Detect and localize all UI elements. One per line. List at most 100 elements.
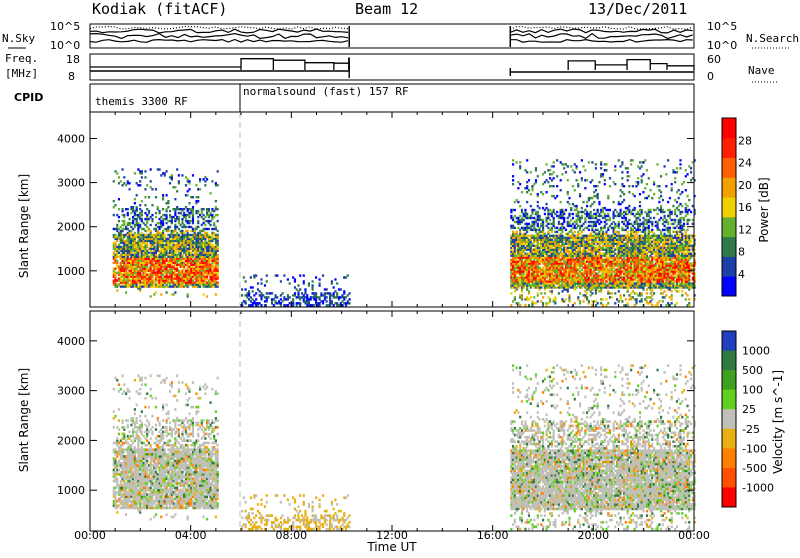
power-cell bbox=[340, 288, 342, 290]
power-cell bbox=[176, 168, 178, 170]
power-cell bbox=[303, 274, 305, 276]
power-cell bbox=[155, 291, 157, 293]
power-cell bbox=[187, 194, 189, 196]
power-cell bbox=[157, 206, 159, 208]
search-tick-bottom: 10^0 bbox=[707, 39, 737, 52]
power-cell bbox=[618, 231, 620, 233]
nave-tick-top: 60 bbox=[707, 53, 721, 66]
power-cell bbox=[144, 196, 146, 198]
power-cell bbox=[642, 173, 644, 175]
power-cell bbox=[553, 165, 555, 167]
power-cell bbox=[336, 282, 338, 284]
power-cell bbox=[591, 292, 593, 294]
power-cell bbox=[621, 300, 623, 302]
power-cell bbox=[213, 222, 215, 224]
power-cell bbox=[166, 214, 168, 216]
cpid-mode-1: themis 3300 RF bbox=[95, 95, 188, 108]
freq-unit-label: [MHz] bbox=[5, 67, 38, 80]
power-cell bbox=[510, 292, 512, 294]
power-cell bbox=[628, 205, 630, 207]
power-cell bbox=[526, 201, 528, 203]
power-cell bbox=[588, 229, 590, 231]
power-cell bbox=[299, 274, 301, 276]
power-cell bbox=[326, 296, 328, 298]
power-cell bbox=[297, 284, 299, 286]
power-cell bbox=[141, 210, 143, 212]
power-cell bbox=[628, 185, 630, 187]
power-cell bbox=[519, 165, 521, 167]
power-cell bbox=[141, 170, 143, 172]
power-cell bbox=[597, 193, 599, 195]
power-cell bbox=[565, 171, 567, 173]
power-cell bbox=[308, 282, 310, 284]
power-cell bbox=[611, 296, 613, 298]
power-cell bbox=[123, 176, 125, 178]
power-cell bbox=[641, 298, 643, 300]
power-cell bbox=[641, 209, 643, 211]
power-cell bbox=[598, 201, 600, 203]
power-cell bbox=[551, 290, 553, 292]
power-cell bbox=[267, 296, 269, 298]
power-cell bbox=[526, 159, 528, 161]
power-cell bbox=[641, 179, 643, 181]
date-title: 13/Dec/2011 bbox=[588, 0, 687, 18]
power-cell bbox=[583, 165, 585, 167]
power-cell bbox=[217, 234, 219, 236]
power-cell bbox=[150, 230, 152, 232]
power-cell bbox=[166, 291, 168, 293]
power-cell bbox=[553, 185, 555, 187]
power-cell bbox=[623, 199, 625, 201]
power-cell bbox=[609, 209, 611, 211]
nsky-label: N.Sky bbox=[2, 32, 35, 45]
power-cell bbox=[576, 165, 578, 167]
power-cell bbox=[292, 298, 294, 300]
power-cell bbox=[530, 296, 532, 298]
power-cell bbox=[549, 219, 551, 221]
power-cell bbox=[553, 217, 555, 219]
power-cell bbox=[217, 230, 219, 232]
power-cell bbox=[554, 296, 556, 298]
power-cell bbox=[572, 217, 574, 219]
power-cell bbox=[116, 289, 118, 291]
power-cell bbox=[187, 293, 189, 295]
power-cell bbox=[579, 193, 581, 195]
power-cell bbox=[185, 184, 187, 186]
sky-search-panel: N.Sky 10^5 10^0 10^5 10^0 N.Search bbox=[2, 20, 799, 52]
power-cell bbox=[303, 280, 305, 282]
power-cell bbox=[255, 292, 257, 294]
power-cell bbox=[123, 214, 125, 216]
power-cell bbox=[141, 200, 143, 202]
nave-step-trace bbox=[241, 58, 349, 70]
power-cell bbox=[581, 159, 583, 161]
power-cell bbox=[241, 288, 243, 290]
power-cell bbox=[630, 163, 632, 165]
power-cell bbox=[530, 171, 532, 173]
power-cell bbox=[620, 294, 622, 296]
power-cell bbox=[627, 302, 629, 304]
power-cell bbox=[605, 163, 607, 165]
power-cell bbox=[553, 177, 555, 179]
power-cell bbox=[539, 215, 541, 217]
power-cell bbox=[243, 276, 245, 278]
power-cell bbox=[528, 290, 530, 292]
power-cell bbox=[516, 231, 518, 233]
power-cell bbox=[546, 191, 548, 193]
power-cell bbox=[141, 218, 143, 220]
power-cell bbox=[628, 219, 630, 221]
power-cell bbox=[574, 231, 576, 233]
power-cell bbox=[197, 210, 199, 212]
nsearch-trace bbox=[90, 40, 348, 43]
power-cell bbox=[528, 189, 530, 191]
power-cell bbox=[343, 290, 345, 292]
power-cell bbox=[598, 181, 600, 183]
power-cell bbox=[621, 177, 623, 179]
power-cell bbox=[516, 161, 518, 163]
power-cell bbox=[282, 292, 284, 294]
power-cell bbox=[588, 300, 590, 302]
power-cell bbox=[129, 182, 131, 184]
nsky-trace bbox=[510, 29, 692, 33]
power-cell bbox=[199, 178, 201, 180]
power-cell bbox=[572, 213, 574, 215]
power-cell bbox=[632, 185, 634, 187]
power-cell bbox=[602, 173, 604, 175]
